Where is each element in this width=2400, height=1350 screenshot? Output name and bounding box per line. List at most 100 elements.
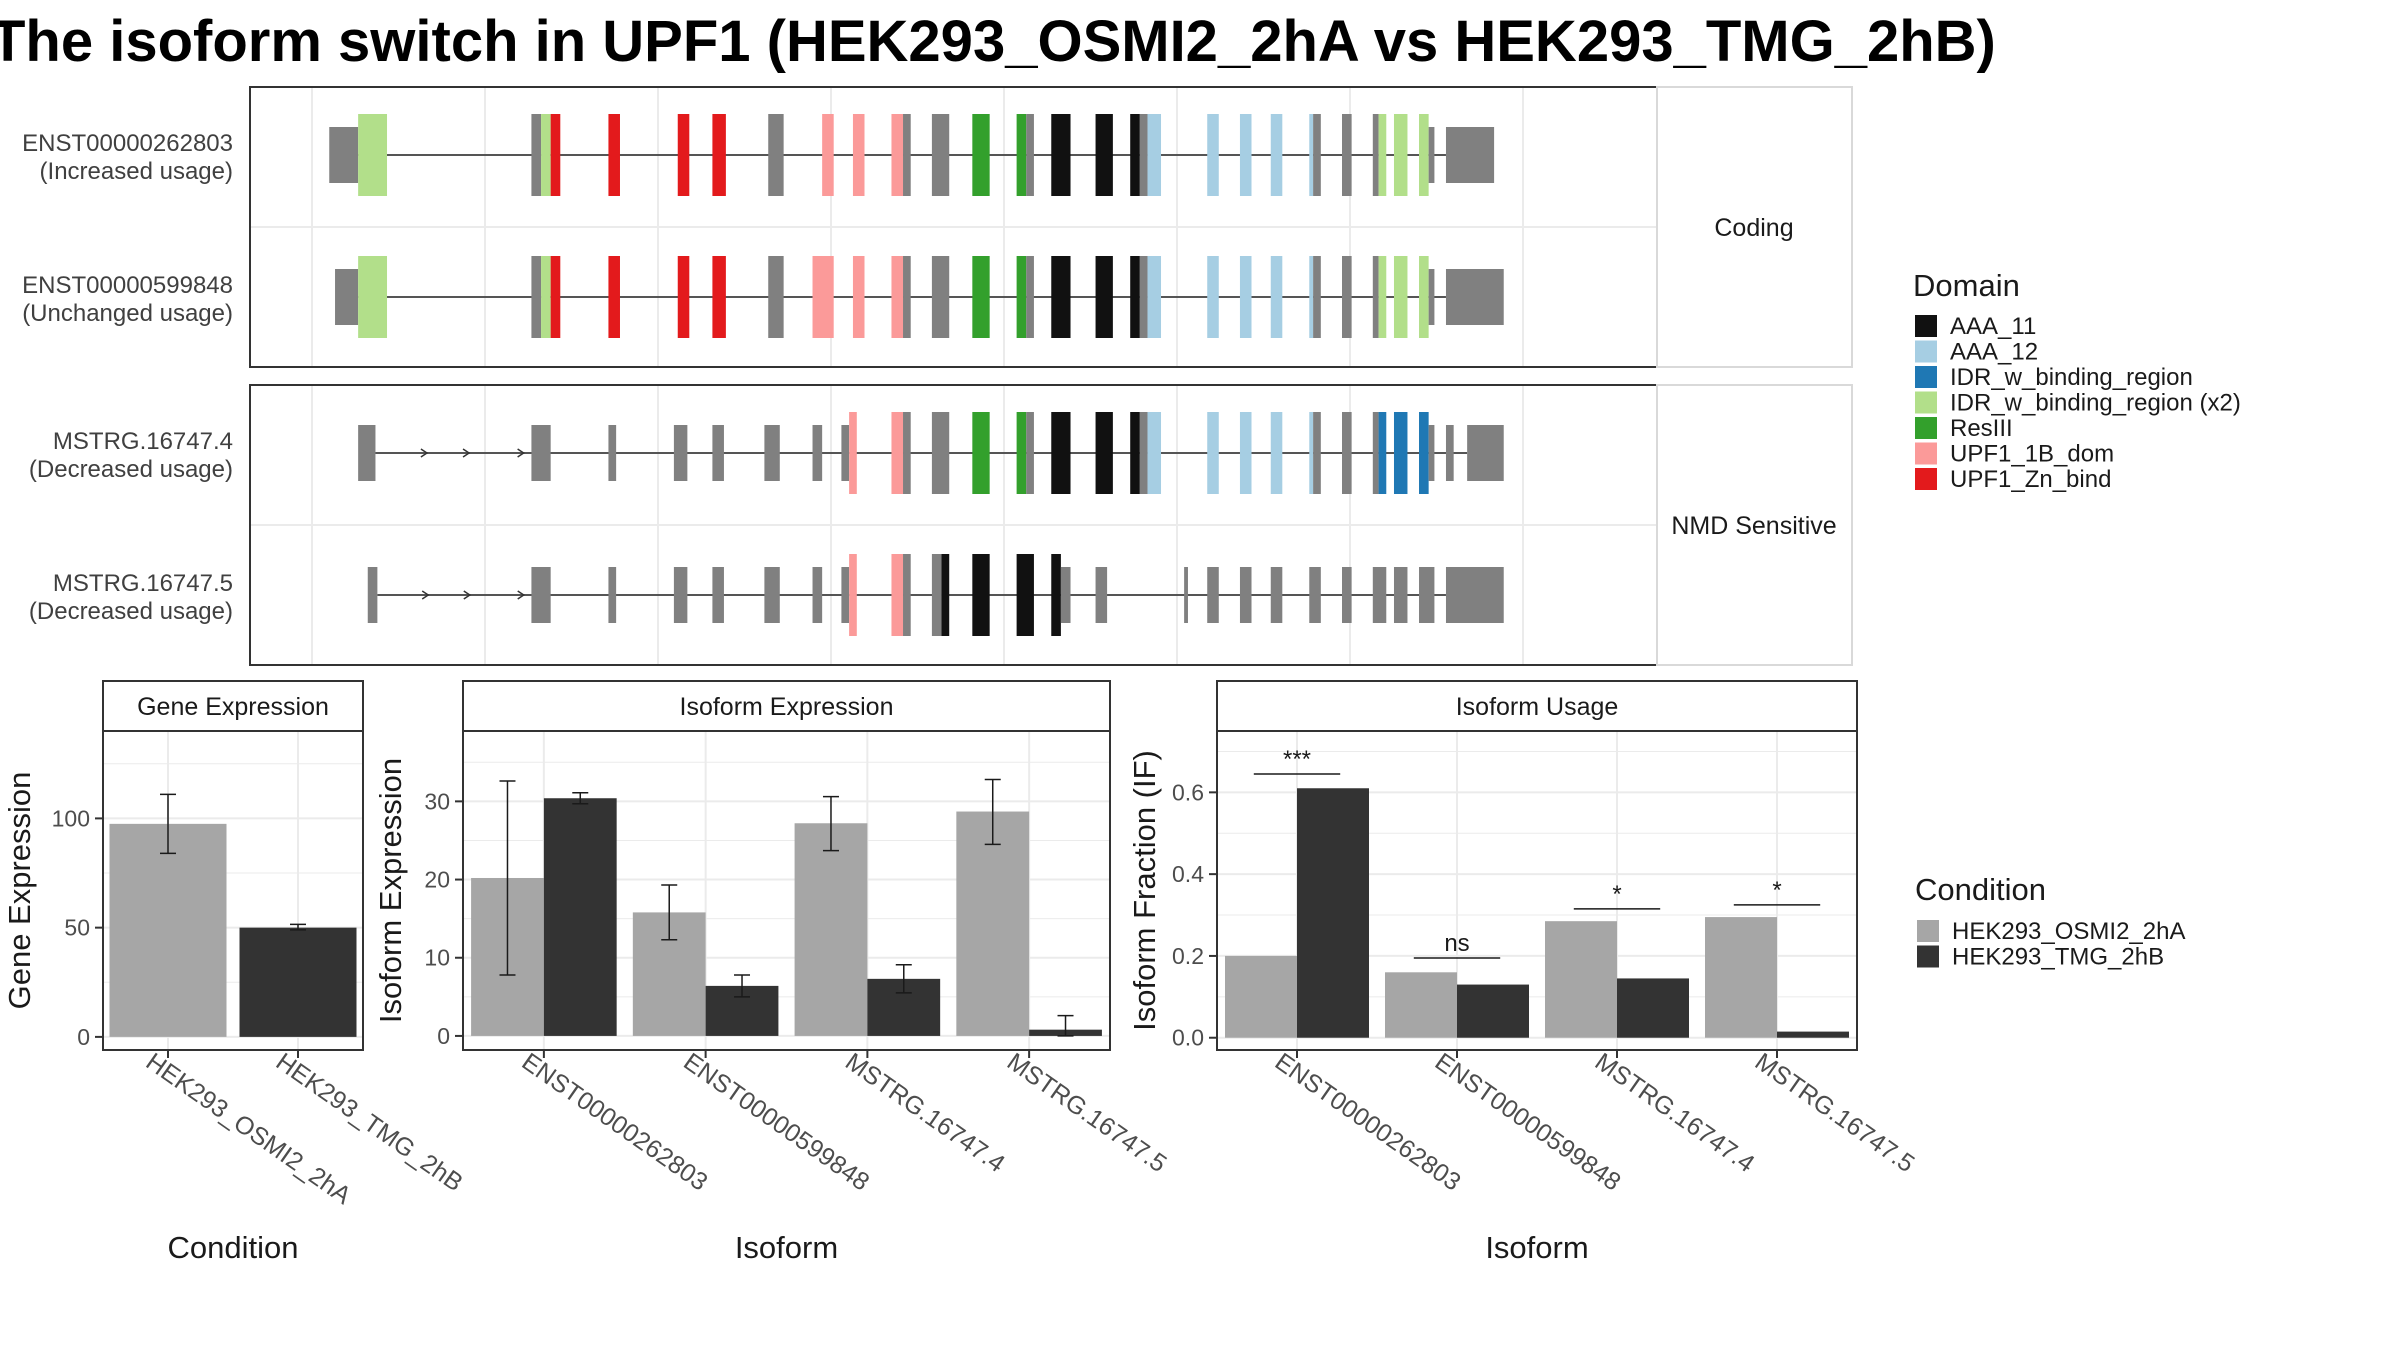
- utr-exon: [1467, 425, 1504, 481]
- cds-exon: [1372, 256, 1379, 338]
- utr-exon: [841, 567, 850, 623]
- bar: [239, 927, 357, 1037]
- y-tick-label: 20: [424, 867, 450, 893]
- condition-legend-label: HEK293_TMG_2hB: [1952, 944, 2164, 971]
- y-tick-label: 10: [424, 945, 450, 971]
- y-tick-label: 100: [52, 805, 90, 831]
- utr-exon: [531, 567, 551, 623]
- cds-exon: [1270, 412, 1283, 494]
- cds-exon: [768, 114, 784, 196]
- utr-exon: [1445, 127, 1495, 183]
- cds-exon: [1095, 114, 1113, 196]
- cds-exon: [852, 114, 865, 196]
- cds-exon: [677, 114, 690, 196]
- utr-exon: [1428, 127, 1435, 183]
- utr-exon: [712, 425, 724, 481]
- cds-exon: [712, 114, 726, 196]
- bar: [1385, 972, 1457, 1038]
- cds-exon: [931, 114, 950, 196]
- direction-arrow: [420, 448, 429, 458]
- facet-strip-label: NMD Sensitive: [1671, 512, 1836, 540]
- domain-legend-label: UPF1_Zn_bind: [1950, 466, 2111, 493]
- y-tick-label: 0: [77, 1024, 90, 1050]
- utr-exon: [531, 425, 551, 481]
- cds-exon: [1270, 114, 1283, 196]
- utr-exon: [764, 425, 780, 481]
- cds-exon: [931, 554, 942, 636]
- domain-legend-label: ResIII: [1950, 415, 2013, 442]
- utr-exon: [1184, 567, 1188, 623]
- cds-exon: [1342, 114, 1352, 196]
- cds-exon: [550, 256, 561, 338]
- utr-exon: [367, 567, 378, 623]
- significance-label: ns: [1444, 930, 1469, 957]
- y-axis-title: Isoform Fraction (IF): [1127, 750, 1162, 1031]
- cds-exon: [1016, 256, 1027, 338]
- cds-exon: [1095, 256, 1113, 338]
- x-axis-title: Isoform: [1485, 1230, 1588, 1265]
- facet-strip-label: Coding: [1714, 214, 1793, 242]
- bar: [1777, 1031, 1849, 1038]
- cds-exon: [608, 114, 620, 196]
- cds-exon: [1147, 114, 1162, 196]
- cds-exon: [1393, 114, 1408, 196]
- bar: [1457, 984, 1529, 1038]
- bar: [1617, 978, 1689, 1038]
- cds-exon: [608, 256, 620, 338]
- cds-exon: [852, 256, 865, 338]
- cds-exon: [1419, 256, 1429, 338]
- cds-exon: [903, 256, 911, 338]
- cds-exon: [1207, 256, 1219, 338]
- direction-arrow: [463, 590, 472, 600]
- cds-exon: [1239, 256, 1252, 338]
- utr-exon: [1342, 567, 1352, 623]
- cds-exon: [712, 256, 726, 338]
- significance-label: *: [1772, 877, 1781, 904]
- utr-exon: [1270, 567, 1283, 623]
- cds-exon: [822, 114, 834, 196]
- cds-exon: [1147, 412, 1162, 494]
- panel-strip-title: Isoform Usage: [1456, 693, 1619, 721]
- y-axis-title: Isoform Expression: [373, 758, 408, 1023]
- y-tick-label: 0.2: [1172, 943, 1204, 969]
- bar: [109, 823, 227, 1037]
- isoform-name: ENST00000262803: [22, 130, 233, 157]
- cds-exon: [1239, 412, 1252, 494]
- x-tick-label: HEK293_OSMI2_2hA: [141, 1048, 357, 1211]
- x-tick-label: MSTRG.16747.5: [1750, 1048, 1920, 1179]
- y-tick-label: 0: [437, 1023, 450, 1049]
- domain-legend-key: [1915, 340, 1937, 363]
- cds-exon: [972, 412, 990, 494]
- cds-exon: [941, 554, 950, 636]
- utr-exon: [764, 567, 780, 623]
- y-tick-label: 0.4: [1172, 861, 1204, 887]
- isoform-name: ENST00000599848: [22, 272, 233, 299]
- cds-exon: [1313, 114, 1321, 196]
- cds-exon: [1207, 412, 1219, 494]
- isoform-usage: (Increased usage): [40, 158, 233, 185]
- cds-exon: [1378, 114, 1387, 196]
- cds-exon: [1378, 256, 1387, 338]
- y-tick-label: 0.0: [1172, 1025, 1204, 1051]
- domain-legend-key: [1915, 315, 1937, 337]
- utr-exon: [673, 425, 688, 481]
- domain-legend-key: [1915, 417, 1937, 439]
- utr-exon: [1445, 425, 1454, 481]
- utr-exon: [1445, 567, 1504, 623]
- isoform-usage: (Unchanged usage): [22, 300, 233, 327]
- bar: [1225, 955, 1297, 1038]
- cds-exon: [1016, 114, 1027, 196]
- cds-exon: [812, 256, 834, 338]
- cds-exon: [891, 256, 904, 338]
- bar: [1297, 788, 1369, 1038]
- isoform-name: MSTRG.16747.5: [53, 570, 233, 597]
- cds-exon: [768, 256, 784, 338]
- isoform-name: MSTRG.16747.4: [53, 428, 233, 455]
- cds-exon: [1095, 412, 1113, 494]
- y-axis-title: Gene Expression: [2, 772, 37, 1010]
- utr-exon: [1060, 567, 1071, 623]
- bar: [543, 798, 617, 1036]
- direction-arrow: [462, 448, 471, 458]
- cds-exon: [1130, 412, 1140, 494]
